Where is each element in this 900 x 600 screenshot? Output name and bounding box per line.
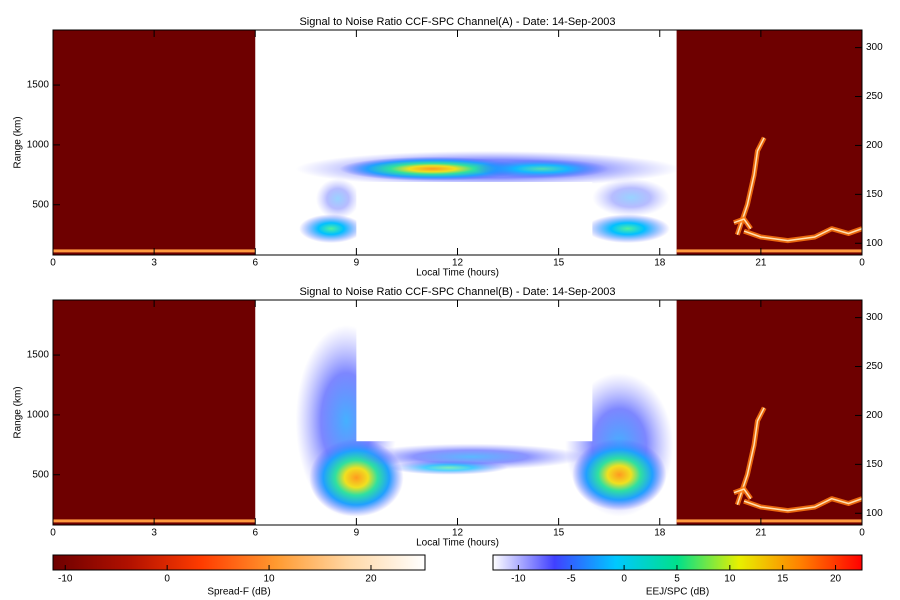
heatmap — [53, 30, 862, 255]
y-tick-label: 1500 — [27, 350, 50, 361]
bottom-echo — [676, 249, 862, 253]
y2-tick-label: 200 — [866, 410, 883, 421]
colorbar-label: Spread-F (dB) — [207, 587, 270, 598]
y2-tick-label: 250 — [866, 361, 883, 372]
y2-tick-label: 250 — [866, 91, 883, 102]
x-tick-label: 0 — [859, 528, 865, 539]
colorbar-label: EEJ/SPC (dB) — [646, 587, 709, 598]
x-tick-label: 6 — [252, 258, 258, 269]
colorbar-tick-label: -10 — [58, 574, 73, 585]
y2-tick-label: 100 — [866, 238, 883, 249]
y2-tick-label: 100 — [866, 508, 883, 519]
spread-f-region — [676, 30, 862, 255]
y-tick-label: 500 — [32, 469, 49, 480]
x-tick-label: 21 — [755, 258, 767, 269]
x-axis-label: Local Time (hours) — [416, 538, 499, 549]
panel-title: Signal to Noise Ratio CCF-SPC Channel(B)… — [299, 286, 615, 298]
x-tick-label: 0 — [50, 528, 56, 539]
panel: Signal to Noise Ratio CCF-SPC Channel(B)… — [13, 286, 883, 549]
x-tick-label: 18 — [654, 528, 666, 539]
y-axis-label: Range (km) — [13, 116, 24, 168]
echo — [585, 214, 670, 244]
y-axis-label: Range (km) — [13, 386, 24, 438]
x-tick-label: 3 — [151, 528, 157, 539]
x-tick-label: 3 — [151, 258, 157, 269]
colorbar-tick-label: 5 — [674, 574, 680, 585]
blank — [356, 300, 593, 442]
plume-core — [743, 227, 862, 242]
x-tick-label: 12 — [452, 528, 464, 539]
colorbar-tick-label: 20 — [830, 574, 842, 585]
x-tick-label: 0 — [50, 258, 56, 269]
y-tick-label: 1500 — [27, 80, 50, 91]
y2-tick-label: 150 — [866, 189, 883, 200]
bottom-echo — [676, 519, 862, 523]
x-tick-label: 15 — [553, 258, 565, 269]
echo — [339, 156, 525, 181]
colorbar-tick-label: -10 — [511, 574, 526, 585]
echo — [390, 460, 509, 475]
y-tick-label: 1000 — [27, 140, 50, 151]
plume-core — [733, 218, 752, 230]
y-tick-label: 1000 — [27, 410, 50, 421]
plume-core — [736, 137, 765, 235]
colorbar — [492, 554, 863, 571]
x-tick-label: 18 — [654, 258, 666, 269]
echo — [315, 178, 360, 220]
spread-f-region — [53, 30, 256, 255]
colorbar-tick-label: 20 — [365, 574, 377, 585]
x-tick-label: 6 — [252, 528, 258, 539]
echo — [299, 214, 364, 244]
spread-f-region — [53, 300, 256, 525]
spread-f-region — [676, 300, 862, 525]
panel: Signal to Noise Ratio CCF-SPC Channel(A)… — [13, 16, 883, 279]
x-tick-label: 21 — [755, 528, 767, 539]
echo — [572, 438, 667, 511]
colorbar-tick-label: 10 — [264, 574, 276, 585]
colorbar-tick-label: 0 — [621, 574, 627, 585]
colorbar-tick-label: 15 — [777, 574, 789, 585]
echo — [592, 178, 670, 217]
x-tick-label: 9 — [354, 258, 360, 269]
x-tick-label: 0 — [859, 258, 865, 269]
plume-core — [736, 407, 765, 505]
y-tick-label: 500 — [32, 199, 49, 210]
y2-tick-label: 300 — [866, 312, 883, 323]
x-tick-label: 15 — [553, 528, 565, 539]
y2-tick-label: 200 — [866, 140, 883, 151]
plume-core — [743, 497, 862, 512]
heatmap — [53, 300, 862, 525]
x-tick-label: 9 — [354, 528, 360, 539]
colorbar-tick-label: 0 — [164, 574, 170, 585]
plume-core — [733, 488, 752, 500]
x-axis-label: Local Time (hours) — [416, 268, 499, 279]
colorbar-tick-label: 10 — [724, 574, 736, 585]
blank — [356, 181, 593, 255]
colorbar-tick-label: -5 — [567, 574, 576, 585]
y2-tick-label: 300 — [866, 42, 883, 53]
y2-tick-label: 150 — [866, 459, 883, 470]
panel-title: Signal to Noise Ratio CCF-SPC Channel(A)… — [299, 16, 615, 28]
colorbar — [52, 554, 426, 571]
x-tick-label: 12 — [452, 258, 464, 269]
echo — [474, 159, 610, 179]
